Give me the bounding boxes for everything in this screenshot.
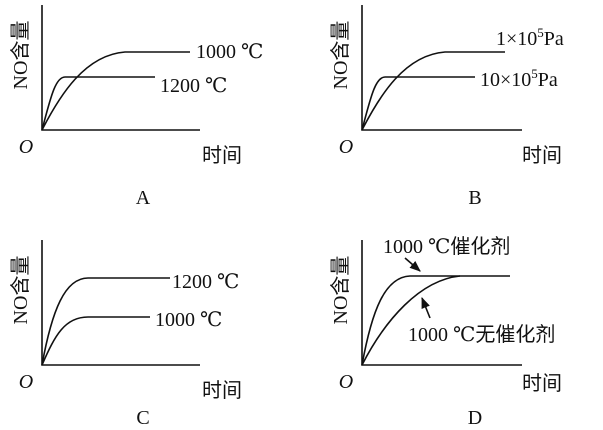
curve: [41, 277, 170, 366]
curve: [41, 316, 150, 366]
x-label: 时间: [202, 144, 242, 167]
curve-label: 1000 ℃催化剂: [383, 235, 510, 258]
curve: [361, 275, 510, 366]
origin: O: [339, 136, 353, 158]
exponent: 5: [531, 66, 538, 81]
y-label: NO含量: [329, 256, 352, 325]
arrow: [404, 257, 421, 272]
x-label: 时间: [202, 379, 242, 402]
origin: O: [339, 371, 353, 393]
panel-c: NO含量 时间 O 1200 ℃ 1000 ℃ C: [9, 240, 242, 429]
axes: [361, 240, 522, 366]
x-label: 时间: [522, 144, 562, 167]
axes: [41, 5, 200, 131]
axes: [361, 5, 522, 131]
curve: [361, 51, 505, 131]
x-label: 时间: [522, 372, 562, 395]
curve-label: 1000 ℃: [155, 309, 222, 331]
panel-label: A: [136, 187, 151, 209]
curve-label: 1000 ℃: [196, 41, 263, 63]
base: 1×10: [496, 28, 537, 50]
unit: Pa: [544, 28, 564, 50]
origin: O: [19, 136, 33, 158]
curve: [41, 51, 190, 131]
panel-a: NO含量 时间 O 1000 ℃ 1200 ℃ A: [9, 5, 263, 209]
y-label: NO含量: [9, 21, 32, 90]
curve-label: 10×105Pa: [480, 66, 558, 91]
panel-label: D: [468, 407, 482, 429]
curve-label: 1000 ℃无催化剂: [408, 323, 555, 346]
arrow: [421, 296, 431, 319]
origin: O: [19, 371, 33, 393]
unit: Pa: [538, 69, 558, 91]
curve-label: 1200 ℃: [172, 271, 239, 293]
curve-label: 1200 ℃: [160, 75, 227, 97]
curve: [41, 76, 155, 131]
y-label: NO含量: [9, 256, 32, 325]
curve: [361, 275, 461, 366]
exponent: 5: [537, 25, 544, 40]
curve-label: 1×105Pa: [496, 25, 564, 50]
base: 10×10: [480, 69, 531, 91]
panel-d: NO含量 时间 O 1000 ℃催化剂 1000 ℃无催化剂 D: [329, 235, 562, 429]
curve: [361, 76, 475, 131]
y-label: NO含量: [329, 21, 352, 90]
panel-b: NO含量 时间 O 1×105Pa 10×105Pa B: [329, 5, 564, 209]
panel-label: B: [468, 187, 481, 209]
axes: [41, 240, 200, 366]
panel-label: C: [136, 407, 149, 429]
